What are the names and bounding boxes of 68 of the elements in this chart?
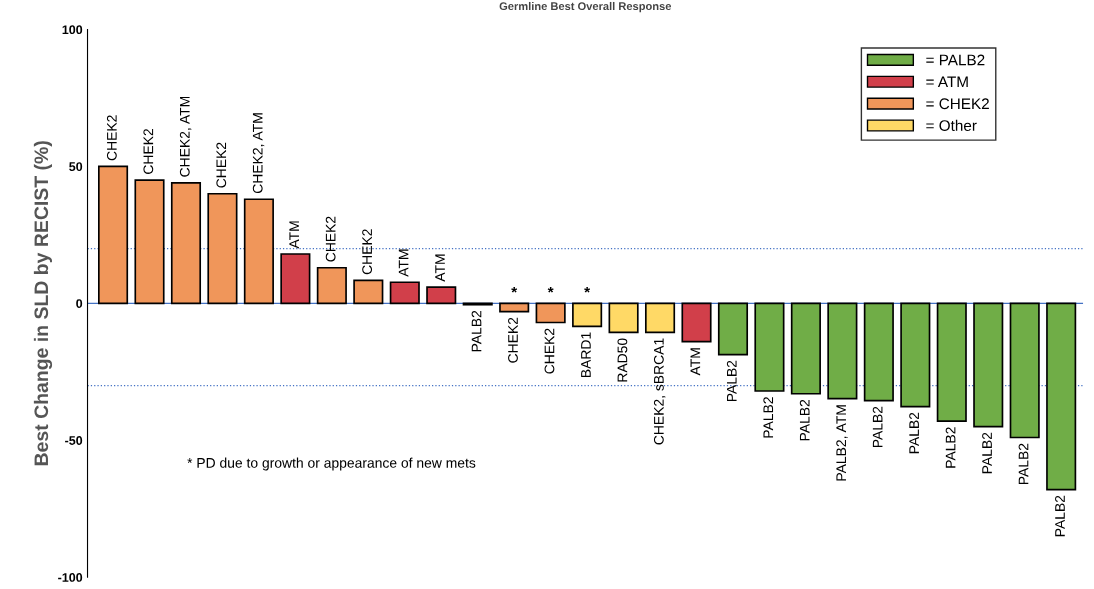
- x-tick-label: PALB2: [763, 397, 774, 438]
- bar: [936, 302, 967, 422]
- bar: [644, 302, 676, 334]
- x-tick-label: PALB2: [471, 310, 482, 352]
- y-tick-label: 100: [62, 25, 83, 35]
- x-tick-label: CHEK2: [325, 216, 336, 262]
- bar: [827, 302, 858, 400]
- x-tick-label: CHEK2, sBRCA1: [653, 338, 666, 445]
- annotation: * PD due to growth or appearance of new mets: [187, 457, 476, 471]
- legend-label: = ATM: [926, 76, 968, 88]
- x-tick-label: CHEK2: [106, 115, 117, 161]
- bar: [97, 165, 129, 305]
- x-tick-label: BARD1: [581, 332, 591, 377]
- x-tick-label: CHEK2, ATM: [179, 96, 192, 177]
- x-tick-label: ATM: [690, 348, 701, 376]
- x-tick-label: ATM: [398, 249, 409, 277]
- x-tick-label: CHEK2: [362, 229, 373, 275]
- y-axis-title: Best Change in SLD by RECIST (%): [33, 141, 53, 466]
- x-tick-label: PALB2: [982, 432, 992, 474]
- y-tick-label: -50: [65, 436, 83, 445]
- x-tick-label: CHEK2: [143, 128, 154, 174]
- x-tick-label: RAD50: [617, 338, 628, 382]
- bar: [863, 302, 894, 402]
- x-tick-label: PALB2: [1055, 495, 1065, 537]
- bar: [1046, 302, 1077, 491]
- bar: [207, 192, 238, 305]
- bar: [717, 302, 749, 356]
- y-tick-label: -100: [58, 573, 83, 582]
- x-tick-label: CHEK2, ATM: [252, 113, 265, 194]
- bar: [243, 198, 274, 305]
- legend-label: = Other: [926, 119, 977, 132]
- bar: [790, 302, 821, 395]
- x-tick-label: PALB2: [909, 412, 919, 454]
- bar: [353, 279, 384, 305]
- bar: [389, 281, 420, 305]
- bar: [134, 179, 165, 305]
- bar: [900, 302, 931, 408]
- bar: [681, 302, 712, 343]
- x-tick-label: PALB2, ATM: [836, 405, 848, 481]
- x-tick-label: ATM: [289, 221, 299, 249]
- text: *: [511, 286, 518, 293]
- bar: [316, 266, 347, 305]
- bar: [535, 302, 566, 324]
- x-tick-label: PALB2: [726, 360, 737, 402]
- bar: [754, 302, 785, 392]
- bar: [1009, 302, 1040, 439]
- bar: [499, 302, 530, 313]
- x-tick-label: PALB2: [945, 427, 956, 468]
- x-tick-label: CHEK2: [544, 328, 555, 374]
- x-tick-label: PALB2: [872, 406, 883, 448]
- x-tick-label: ATM: [435, 254, 445, 282]
- x-tick-label: CHEK2: [216, 142, 227, 188]
- bar: [426, 286, 457, 305]
- chart-title: Germline Best Overall Response: [499, 1, 672, 13]
- x-tick-label: CHEK2: [508, 317, 518, 363]
- bar: [280, 253, 311, 305]
- y-tick-label: 50: [69, 162, 83, 172]
- legend-label: = PALB2: [926, 54, 985, 66]
- text: *: [547, 286, 554, 293]
- x-tick-label: PALB2: [1018, 443, 1029, 485]
- legend-label: = CHEK2: [926, 98, 989, 110]
- bar: [608, 302, 639, 334]
- text: *: [584, 286, 591, 293]
- x-tick-label: PALB2: [799, 399, 810, 441]
- bar: [170, 181, 202, 305]
- bar: [973, 302, 1004, 428]
- y-tick-label: 0: [76, 299, 83, 308]
- bar: [572, 302, 603, 328]
